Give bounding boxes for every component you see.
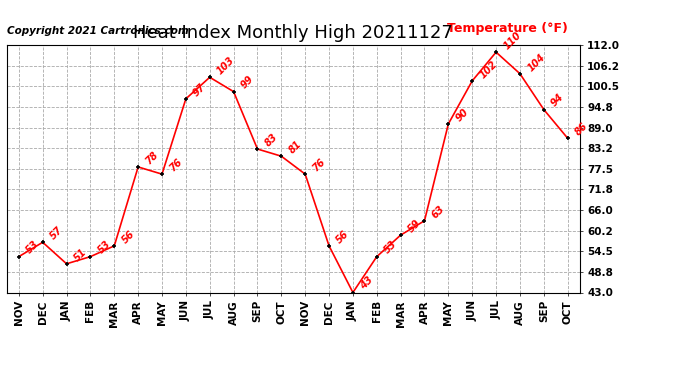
Point [132, 164, 144, 170]
Text: 76: 76 [168, 157, 184, 173]
Text: 56: 56 [120, 228, 137, 245]
Text: 63: 63 [430, 203, 446, 220]
Point [157, 171, 168, 177]
Point [443, 121, 454, 127]
Point [276, 153, 287, 159]
Text: 59: 59 [406, 218, 423, 234]
Point [562, 135, 573, 141]
Text: 78: 78 [144, 150, 160, 166]
Point [395, 232, 406, 238]
Point [299, 171, 310, 177]
Point [85, 254, 96, 260]
Text: 90: 90 [454, 106, 471, 123]
Point [491, 49, 502, 55]
Text: 97: 97 [191, 81, 208, 98]
Text: 53: 53 [24, 239, 41, 256]
Text: 102: 102 [477, 59, 499, 80]
Point [371, 254, 382, 260]
Point [204, 74, 215, 80]
Text: 81: 81 [287, 139, 304, 155]
Text: 86: 86 [573, 121, 590, 138]
Point [324, 243, 335, 249]
Text: 51: 51 [72, 246, 89, 263]
Point [228, 88, 239, 94]
Point [252, 146, 263, 152]
Point [37, 239, 48, 245]
Title: Heat Index Monthly High 20211127: Heat Index Monthly High 20211127 [133, 24, 453, 42]
Point [347, 290, 358, 296]
Point [419, 218, 430, 224]
Text: 83: 83 [263, 132, 279, 148]
Point [180, 96, 191, 102]
Text: Copyright 2021 Cartronics.com: Copyright 2021 Cartronics.com [7, 26, 188, 36]
Text: 43: 43 [359, 275, 375, 292]
Point [109, 243, 120, 249]
Point [466, 78, 477, 84]
Text: 103: 103 [215, 55, 237, 76]
Text: Temperature (°F): Temperature (°F) [447, 22, 568, 35]
Text: 57: 57 [48, 225, 65, 242]
Point [515, 71, 526, 77]
Text: 53: 53 [382, 239, 399, 256]
Point [538, 106, 549, 112]
Text: 104: 104 [526, 51, 547, 73]
Text: 99: 99 [239, 74, 256, 91]
Text: 110: 110 [502, 30, 523, 51]
Point [61, 261, 72, 267]
Text: 56: 56 [335, 228, 351, 245]
Text: 76: 76 [310, 157, 327, 173]
Text: 94: 94 [549, 92, 566, 109]
Text: 53: 53 [96, 239, 112, 256]
Point [13, 254, 24, 260]
